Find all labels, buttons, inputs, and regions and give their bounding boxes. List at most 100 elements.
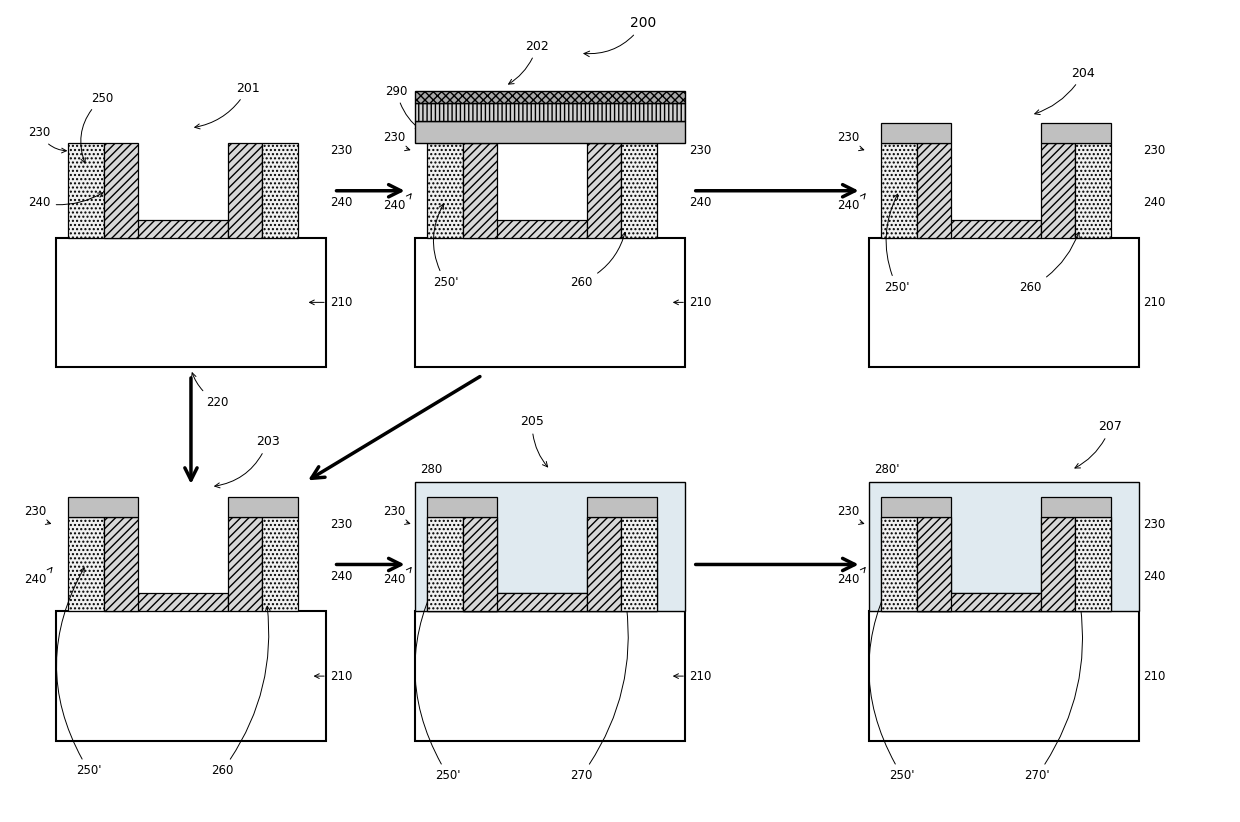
Bar [68,517,104,612]
Text: 260: 260 [570,233,626,289]
Bar [428,517,464,612]
Bar [882,143,918,238]
Bar [262,143,298,238]
Text: 202: 202 [508,39,549,84]
Bar [68,143,104,238]
Text: 230: 230 [837,132,864,150]
Bar [1075,143,1111,238]
Bar [918,593,1042,612]
Text: 230: 230 [330,518,352,531]
Bar [918,219,1042,238]
Text: 210: 210 [1143,670,1166,682]
Text: 260: 260 [211,606,270,778]
Bar [56,238,326,367]
Text: 230: 230 [837,506,864,524]
Text: 230: 230 [330,145,352,157]
Bar [918,143,951,238]
Text: 250': 250' [57,568,102,778]
Text: 270: 270 [570,606,630,783]
Text: 240: 240 [837,567,866,586]
Bar [1042,517,1075,612]
Text: 200: 200 [584,16,656,57]
Text: 250': 250' [434,204,459,289]
Text: 240: 240 [1143,570,1166,583]
Text: 210: 210 [315,670,352,682]
Bar [587,496,657,517]
Bar [262,517,298,612]
Text: 240: 240 [383,194,412,212]
Text: 240: 240 [330,196,352,210]
Bar [918,517,951,612]
Text: 201: 201 [195,81,259,129]
Text: 250: 250 [81,91,113,163]
Text: 230: 230 [383,132,409,150]
Text: 280: 280 [420,464,443,476]
Text: 240: 240 [383,567,412,586]
Bar [104,219,228,238]
Text: 240: 240 [330,570,352,583]
Text: 230: 230 [25,506,51,524]
Bar [621,143,657,238]
Bar [1075,517,1111,612]
Bar [918,593,1042,612]
Text: 240: 240 [837,194,866,212]
Bar [56,612,326,741]
Bar [428,143,464,238]
Text: 250': 250' [415,568,461,783]
Text: 210: 210 [310,296,352,309]
Text: 240: 240 [29,192,103,210]
Bar [104,593,228,612]
Text: 205: 205 [521,415,548,467]
Bar [1075,517,1111,612]
Bar [415,103,684,121]
Text: 220: 220 [191,373,228,409]
Text: 210: 210 [1143,296,1166,309]
Bar [428,496,497,517]
Bar [1042,496,1111,517]
Text: 230: 230 [1143,145,1166,157]
Bar [918,517,951,612]
Text: 210: 210 [673,296,712,309]
Bar [464,517,497,612]
Bar [464,593,587,612]
Bar [464,517,497,612]
Text: 230: 230 [383,506,409,524]
Bar [68,496,138,517]
Text: 280': 280' [874,464,900,476]
Text: 203: 203 [215,436,279,488]
Bar [228,517,262,612]
Bar [882,517,918,612]
Bar [1042,143,1075,238]
Bar [228,143,262,238]
Bar [464,219,587,238]
Text: 290: 290 [386,85,420,130]
Bar [882,517,918,612]
Text: 270': 270' [1024,606,1084,783]
Bar [621,517,657,612]
Bar [228,496,298,517]
Text: 204: 204 [1034,67,1095,114]
Bar [1042,123,1111,143]
Text: 260: 260 [1019,233,1079,294]
Bar [869,482,1138,612]
Bar [587,517,621,612]
Bar [428,517,464,612]
Text: 250': 250' [869,568,915,783]
Bar [587,143,621,238]
Text: 250': 250' [884,194,910,294]
Bar [415,482,684,612]
Bar [415,238,684,367]
Bar [415,91,684,103]
Bar [464,143,497,238]
Text: 230: 230 [29,127,67,153]
Bar [882,123,951,143]
Bar [621,517,657,612]
Text: 240: 240 [689,196,712,210]
Bar [464,593,587,612]
Bar [869,238,1138,367]
Bar [104,517,138,612]
Bar [104,143,138,238]
Bar [415,612,684,741]
Text: 230: 230 [1143,518,1166,531]
Text: 230: 230 [689,145,711,157]
